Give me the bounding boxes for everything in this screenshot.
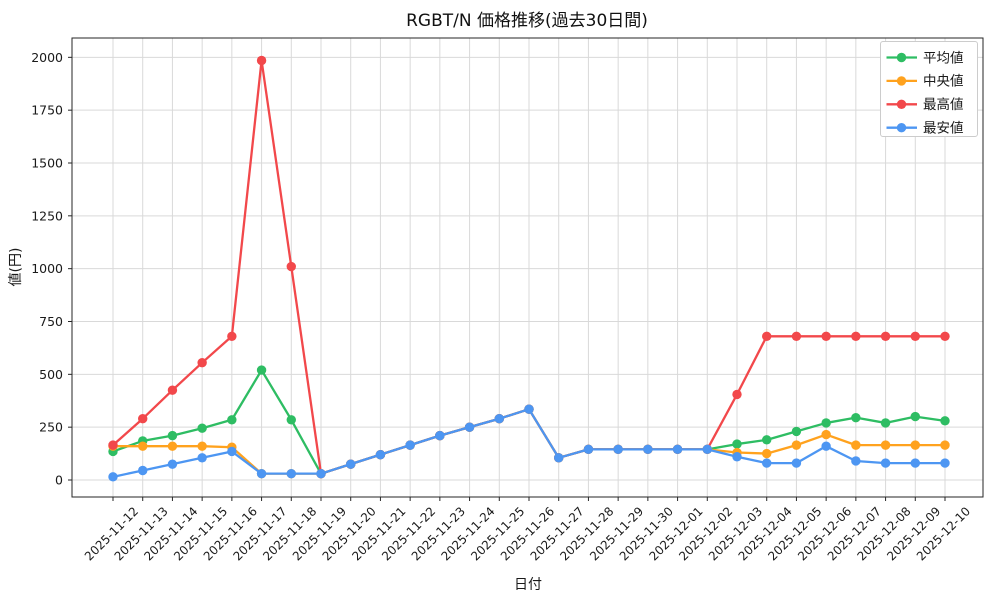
data-point-median xyxy=(762,448,772,459)
data-point-min xyxy=(791,458,802,468)
y-tick-label: 1500 xyxy=(31,155,63,170)
legend-label-max: 最高値 xyxy=(923,96,964,113)
data-point-min xyxy=(464,422,475,432)
data-point-max xyxy=(851,331,861,341)
data-point-average xyxy=(910,411,920,422)
data-point-average xyxy=(167,430,178,441)
data-point-average xyxy=(286,415,296,425)
data-point-min xyxy=(851,456,861,466)
y-tick-label: 500 xyxy=(39,367,63,382)
data-point-max xyxy=(167,385,178,395)
data-point-average xyxy=(227,415,237,425)
data-point-min xyxy=(554,453,564,463)
legend-marker-median xyxy=(896,76,907,86)
data-point-min xyxy=(167,459,178,469)
data-point-min xyxy=(197,453,207,463)
data-point-min xyxy=(256,468,267,479)
data-point-min xyxy=(108,472,118,482)
data-point-max xyxy=(286,261,296,272)
data-point-max xyxy=(227,331,237,341)
data-point-median xyxy=(791,440,802,450)
data-point-min xyxy=(583,444,594,455)
data-point-min xyxy=(762,458,772,468)
data-point-min xyxy=(910,458,920,468)
data-point-max xyxy=(256,55,267,66)
plot-border xyxy=(71,37,984,498)
y-tick-label: 1000 xyxy=(31,261,63,276)
data-point-max xyxy=(821,331,831,341)
data-point-median xyxy=(197,441,207,451)
legend-label-min: 最安値 xyxy=(923,121,964,137)
data-point-max xyxy=(910,331,920,341)
data-point-min xyxy=(346,459,356,469)
data-point-average xyxy=(732,439,742,449)
data-point-max xyxy=(108,440,118,450)
data-point-min xyxy=(494,414,504,424)
data-point-max xyxy=(940,331,950,341)
legend-marker-min xyxy=(896,123,907,133)
y-tick-label: 2000 xyxy=(31,50,63,65)
data-point-max xyxy=(791,331,802,341)
y-axis-label: 値(円) xyxy=(8,248,24,287)
y-tick-label: 750 xyxy=(39,314,63,329)
data-point-min xyxy=(405,440,415,450)
data-point-min xyxy=(375,449,386,460)
x-axis-label: 日付 xyxy=(514,577,542,593)
legend-label-median: 中央値 xyxy=(923,74,964,90)
data-point-average xyxy=(791,426,802,437)
y-tick-label: 0 xyxy=(55,473,63,488)
data-point-average xyxy=(880,418,891,428)
legend-box xyxy=(880,41,978,137)
data-point-average xyxy=(762,435,772,445)
data-point-median xyxy=(821,429,831,440)
legend-marker-max xyxy=(896,99,907,110)
data-point-average xyxy=(821,418,831,428)
legend-marker-average xyxy=(896,52,907,63)
data-point-min xyxy=(672,444,683,455)
chart-title: RGBT/N 価格推移(過去30日間) xyxy=(406,11,648,31)
data-point-average xyxy=(197,423,207,433)
y-tick-label: 1750 xyxy=(31,103,63,118)
data-point-min xyxy=(880,458,891,468)
data-point-min xyxy=(138,465,148,476)
data-point-median xyxy=(167,441,178,451)
data-point-min xyxy=(316,468,326,479)
data-point-median xyxy=(910,440,920,450)
data-point-min xyxy=(821,441,831,451)
data-point-max xyxy=(762,331,772,341)
data-point-median xyxy=(940,440,950,450)
data-point-min xyxy=(940,458,950,468)
data-point-average xyxy=(851,412,861,423)
data-point-median xyxy=(851,440,861,450)
data-point-min xyxy=(524,404,534,414)
y-tick-label: 1250 xyxy=(31,208,63,223)
data-point-max xyxy=(138,414,148,424)
data-point-median xyxy=(138,441,148,451)
data-point-min xyxy=(286,468,296,479)
data-point-average xyxy=(256,365,267,375)
data-point-min xyxy=(435,430,445,441)
legend-label-average: 平均値 xyxy=(923,50,964,66)
data-point-max xyxy=(880,331,891,341)
data-point-min xyxy=(732,452,742,462)
data-point-median xyxy=(880,440,891,450)
data-point-max xyxy=(197,358,207,368)
data-point-min xyxy=(643,444,653,455)
data-point-average xyxy=(940,416,950,426)
data-point-min xyxy=(702,444,712,455)
data-point-min xyxy=(227,446,237,457)
data-point-min xyxy=(613,444,623,455)
data-point-max xyxy=(732,389,742,400)
y-tick-label: 250 xyxy=(39,420,63,435)
